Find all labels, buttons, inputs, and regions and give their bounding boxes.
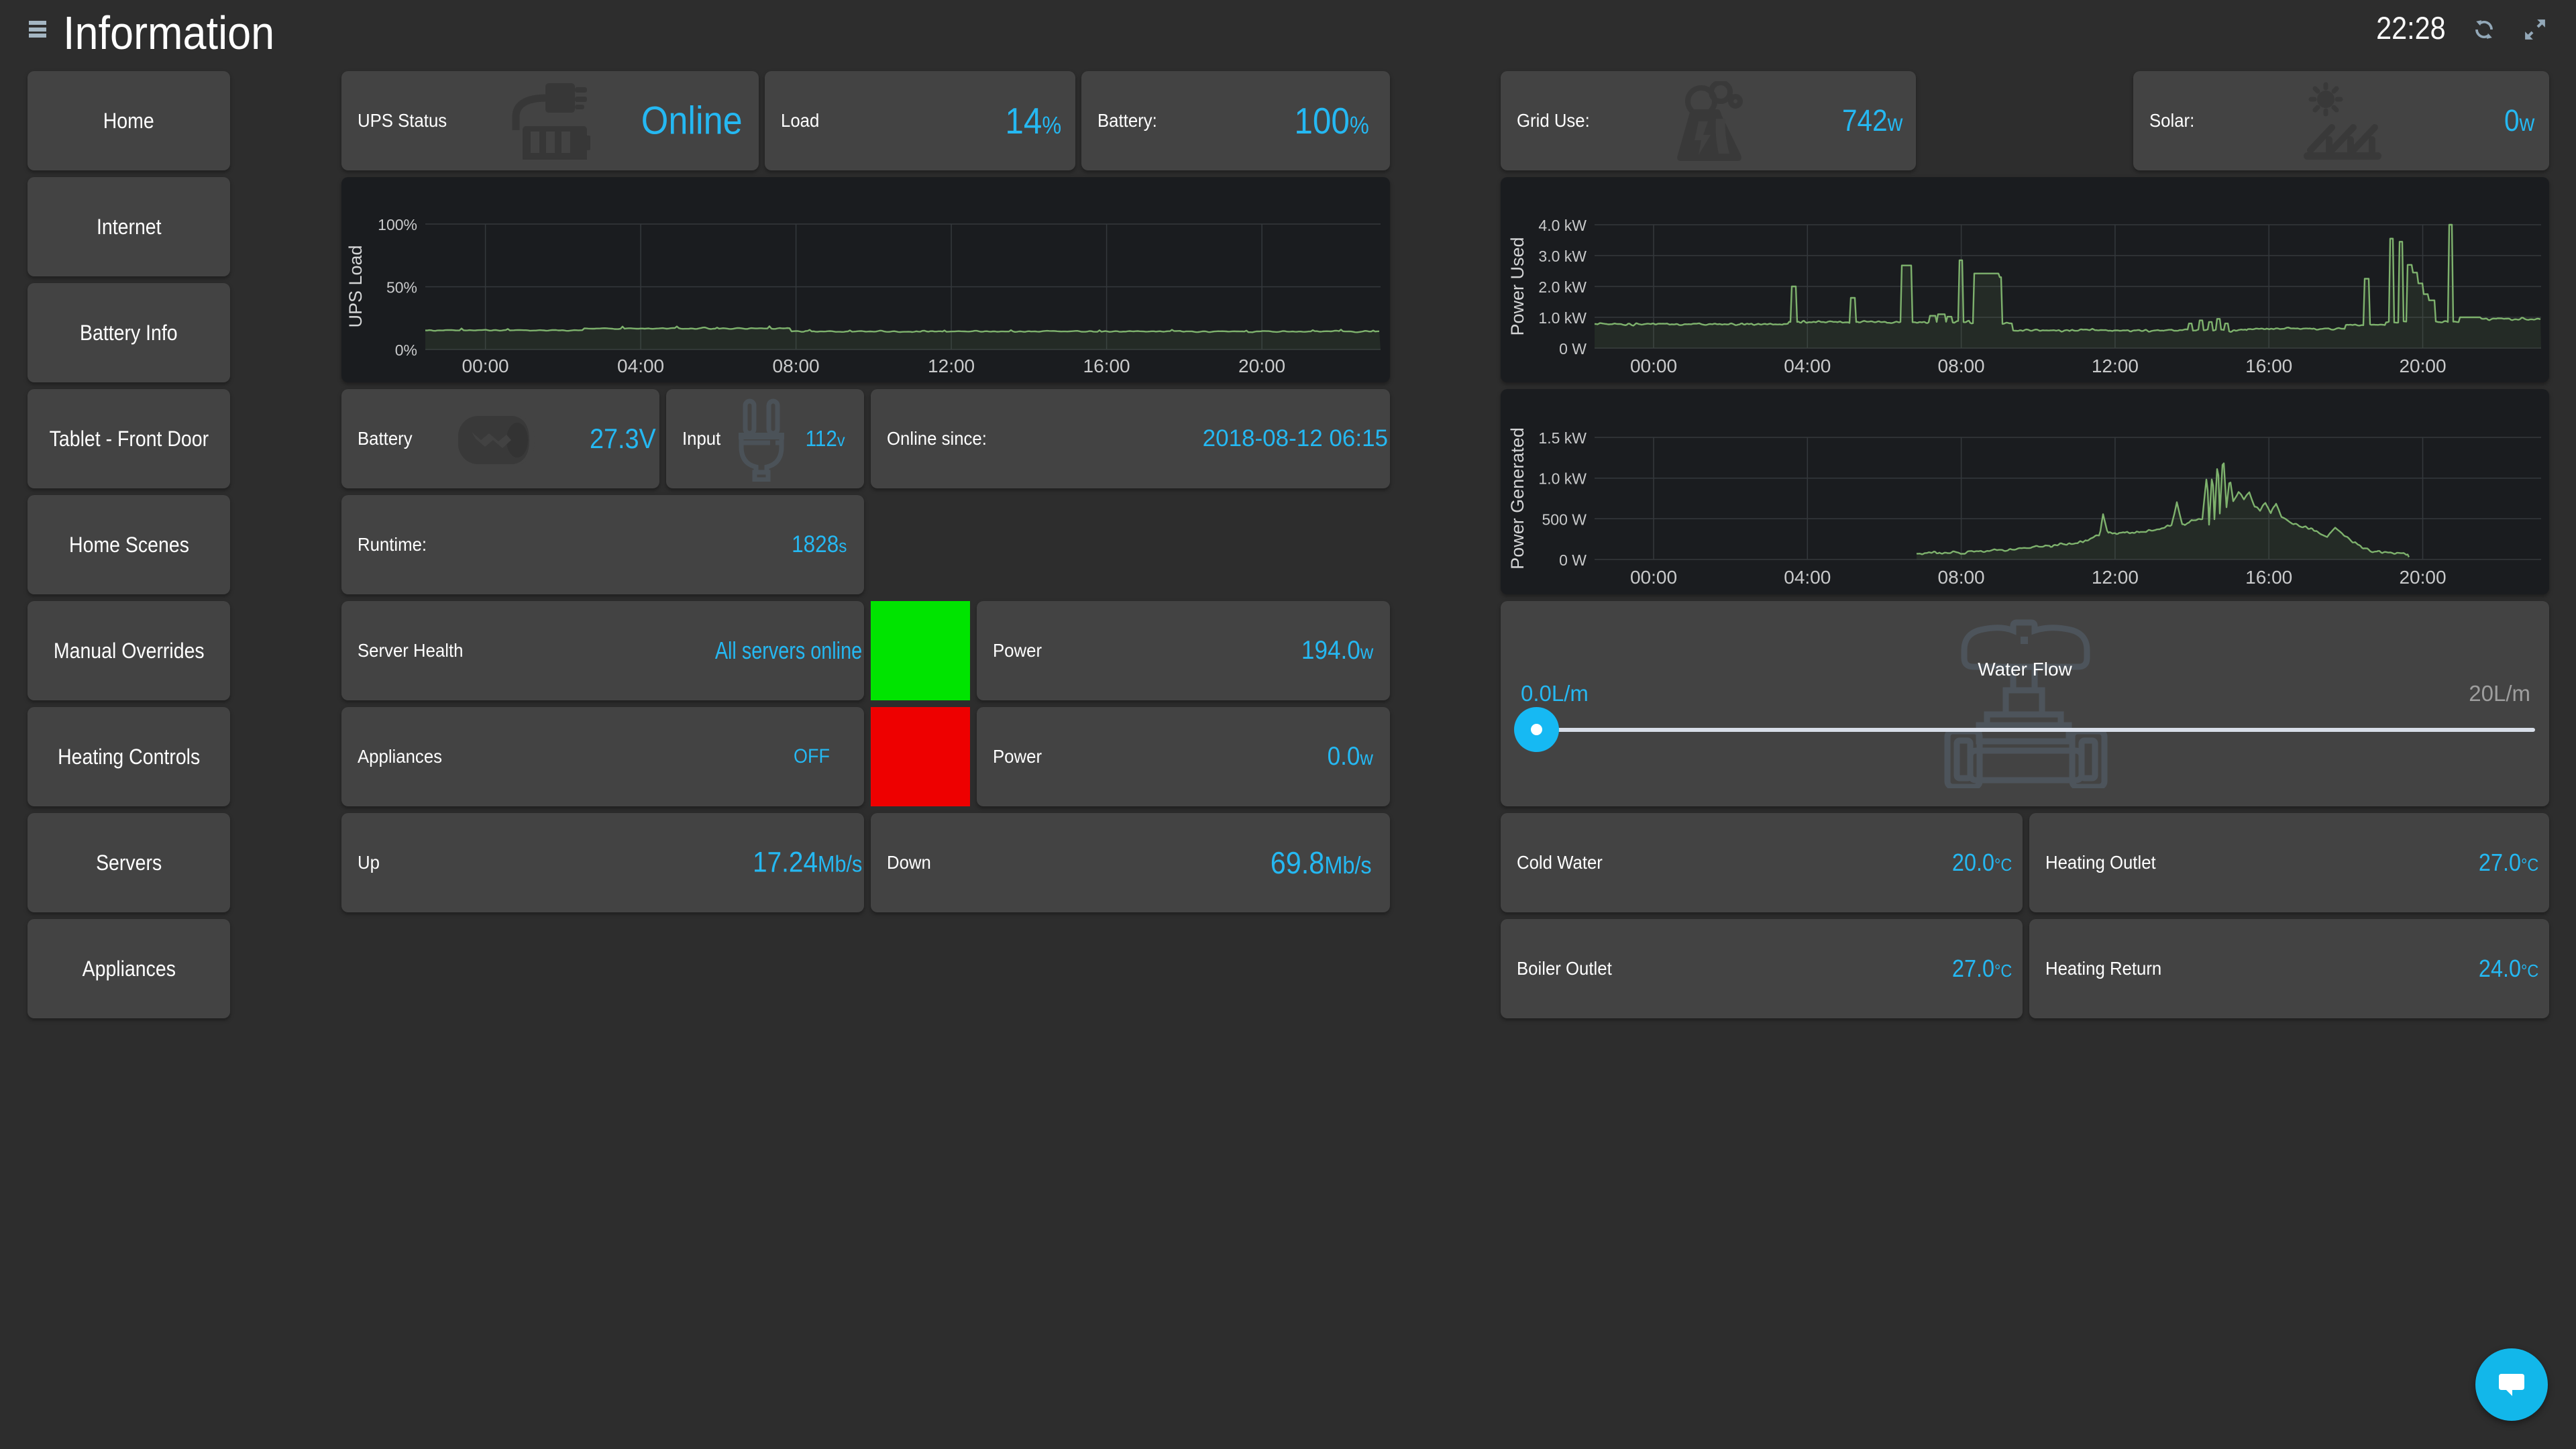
svg-text:Power Used: Power Used	[1507, 237, 1527, 335]
svg-text:500 W: 500 W	[1542, 511, 1587, 528]
svg-text:1.0 kW: 1.0 kW	[1538, 309, 1587, 327]
svg-text:20:00: 20:00	[1238, 356, 1285, 376]
svg-text:100%: 100%	[378, 216, 417, 233]
svg-text:00:00: 00:00	[1630, 567, 1677, 588]
svg-text:12:00: 12:00	[2092, 567, 2139, 588]
svg-text:3.0 kW: 3.0 kW	[1538, 248, 1587, 265]
svg-text:08:00: 08:00	[1938, 356, 1985, 376]
svg-text:00:00: 00:00	[462, 356, 509, 376]
svg-text:16:00: 16:00	[2245, 567, 2292, 588]
svg-text:04:00: 04:00	[1784, 356, 1831, 376]
svg-text:0%: 0%	[395, 341, 417, 359]
svg-text:0 W: 0 W	[1559, 340, 1587, 358]
svg-text:4.0 kW: 4.0 kW	[1538, 217, 1587, 234]
svg-text:08:00: 08:00	[1938, 567, 1985, 588]
svg-text:50%: 50%	[386, 279, 417, 297]
svg-text:16:00: 16:00	[2245, 356, 2292, 376]
svg-text:16:00: 16:00	[1083, 356, 1130, 376]
svg-text:Power Generated: Power Generated	[1507, 427, 1527, 570]
svg-text:1.0 kW: 1.0 kW	[1538, 470, 1587, 488]
svg-text:12:00: 12:00	[2092, 356, 2139, 376]
svg-text:1.5 kW: 1.5 kW	[1538, 429, 1587, 447]
svg-text:2.0 kW: 2.0 kW	[1538, 278, 1587, 296]
svg-text:0 W: 0 W	[1559, 551, 1587, 569]
svg-text:20:00: 20:00	[2399, 567, 2446, 588]
svg-text:00:00: 00:00	[1630, 356, 1677, 376]
svg-text:20:00: 20:00	[2399, 356, 2446, 376]
svg-text:UPS Load: UPS Load	[345, 245, 366, 327]
svg-text:04:00: 04:00	[617, 356, 664, 376]
svg-text:12:00: 12:00	[928, 356, 975, 376]
svg-text:08:00: 08:00	[773, 356, 820, 376]
svg-text:04:00: 04:00	[1784, 567, 1831, 588]
